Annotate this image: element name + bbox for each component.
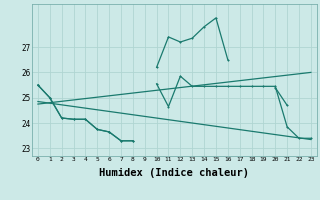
- X-axis label: Humidex (Indice chaleur): Humidex (Indice chaleur): [100, 168, 249, 178]
